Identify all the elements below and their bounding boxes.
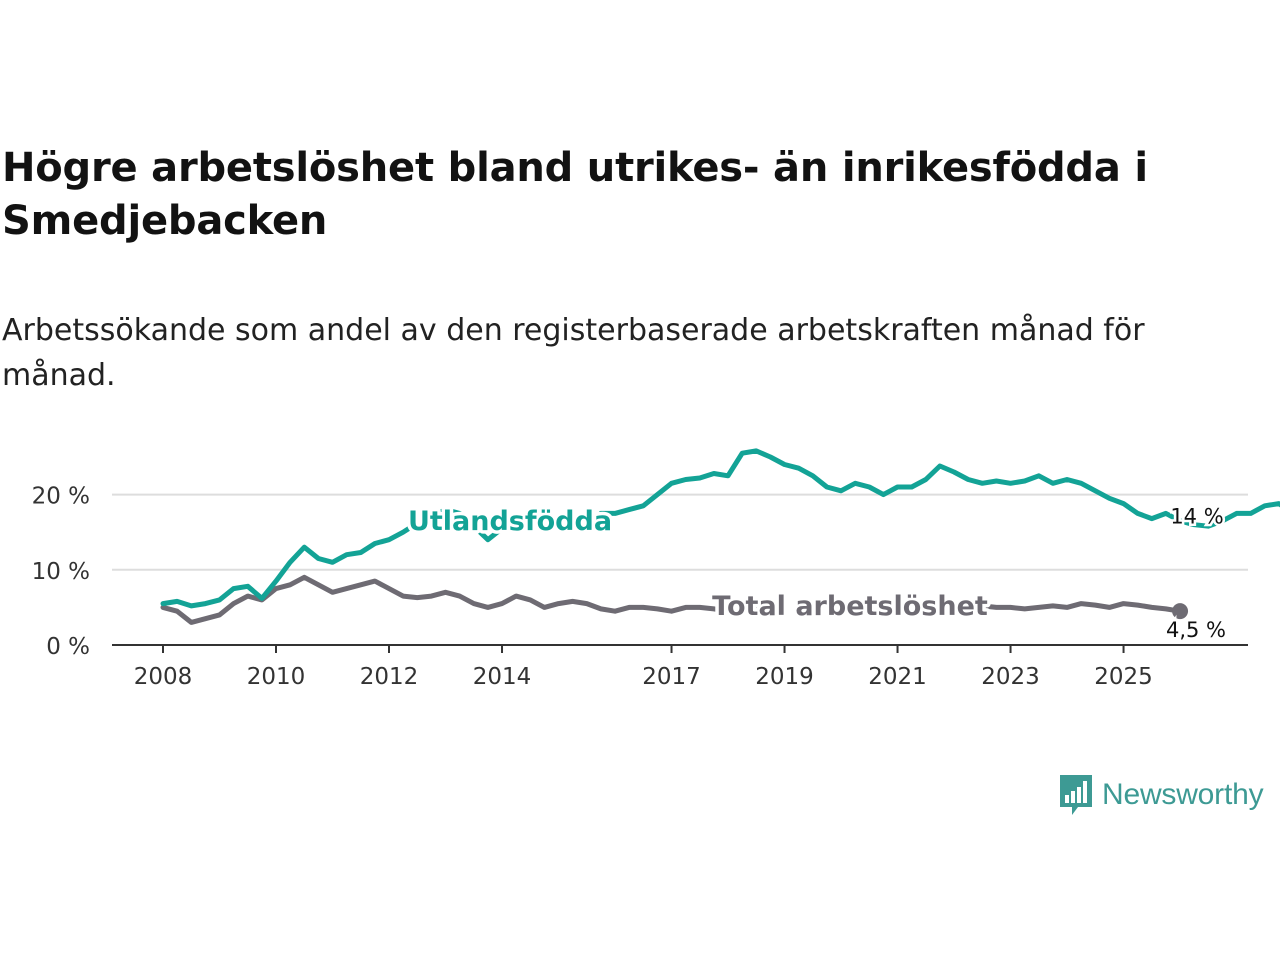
chart-subtitle: Arbetssökande som andel av den registerb… — [2, 313, 1145, 393]
x-tick-label: 2019 — [755, 664, 814, 690]
x-tick-label: 2025 — [1094, 664, 1153, 690]
series-labels: Utlandsfödda Total arbetslöshet 14 % 4,5 % — [404, 502, 1228, 644]
x-tick-label: 2008 — [134, 664, 193, 690]
y-tick-label: 20 % — [32, 484, 90, 510]
gridlines — [112, 493, 1248, 571]
series-label-utlandsfodda: Utlandsfödda — [408, 506, 612, 537]
series-label-total: Total arbetslöshet — [712, 591, 988, 622]
series-line-total — [160, 574, 787, 625]
x-tick-label: 2014 — [473, 664, 532, 690]
x-axis: 2008 2010 2012 2014 2017 2019 2021 2023 2025 — [112, 644, 1248, 690]
end-label-utlandsfodda: 14 % — [1170, 505, 1223, 529]
brand-logo: Newsworthy — [1058, 772, 1264, 818]
brand-name: Newsworthy — [1102, 778, 1264, 811]
chart-title: Högre arbetslöshet bland utrikes- än inr… — [2, 145, 1148, 244]
line-chart: 0 % 10 % 20 % 2008 2010 2012 2014 2017 2019 2021… — [32, 448, 1280, 690]
y-axis: 0 % 10 % 20 % — [32, 484, 90, 660]
x-tick-label: 2010 — [247, 664, 306, 690]
y-tick-label: 0 % — [46, 634, 90, 660]
x-tick-label: 2023 — [981, 664, 1040, 690]
series-line-total — [965, 601, 1183, 614]
x-tick-label: 2021 — [868, 664, 927, 690]
series-line-utlandsfodda — [598, 448, 1280, 529]
end-label-total: 4,5 % — [1166, 618, 1226, 642]
newsworthy-logo-icon — [1060, 775, 1092, 815]
series-lines — [160, 448, 1280, 625]
x-tick-label: 2012 — [360, 664, 419, 690]
y-tick-label: 10 % — [32, 559, 90, 585]
series-line-utlandsfodda — [160, 507, 505, 609]
x-tick-label: 2017 — [642, 664, 701, 690]
end-point-total — [1172, 603, 1189, 620]
